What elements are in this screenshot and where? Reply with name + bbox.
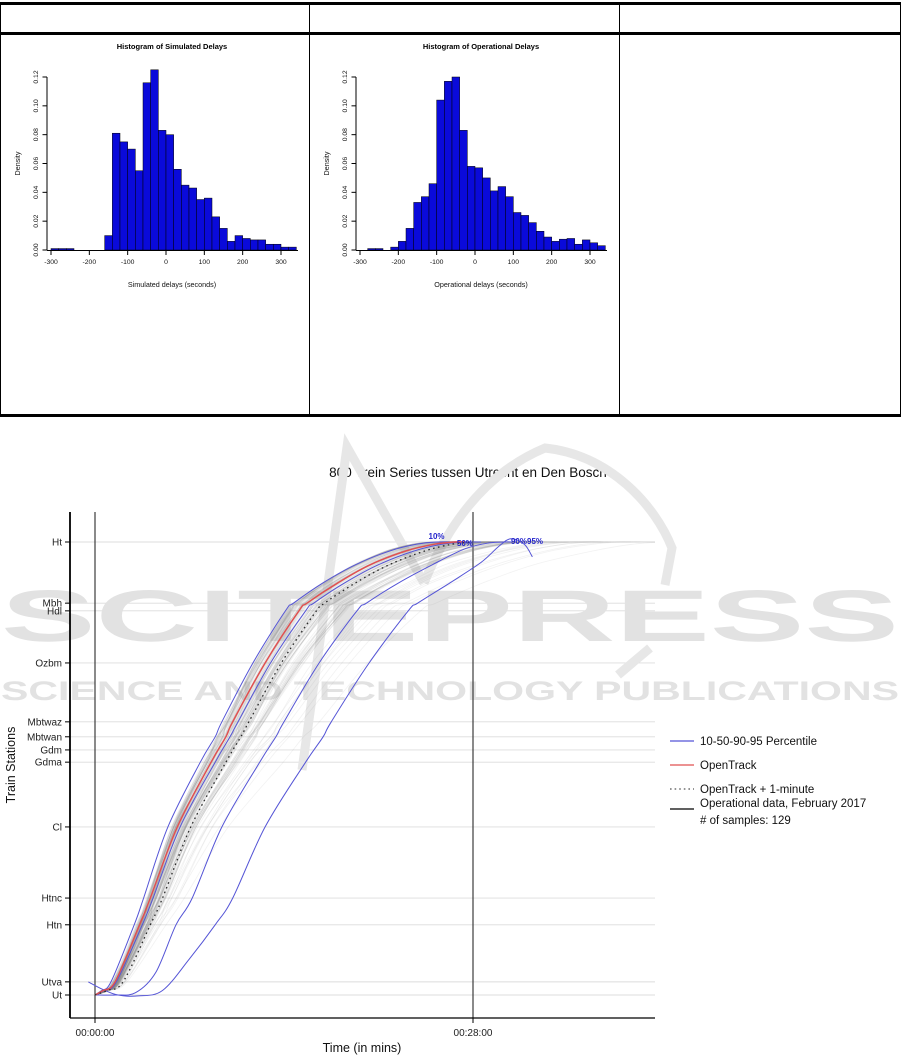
figure-cell-simulated: Histogram of Simulated Delays -300 -200 -10… bbox=[1, 35, 310, 414]
svg-text:0: 0 bbox=[164, 259, 168, 266]
train-series-chart: 800 Trein Series tussen Utrecht en Den B… bbox=[1, 433, 899, 1055]
svg-text:300: 300 bbox=[275, 259, 287, 266]
hist-tick-labels: -300 -200 -100 0 100 200 300 0.00 0.02 0.04 0.06 0.… bbox=[33, 70, 287, 266]
svg-text:10%: 10% bbox=[429, 532, 445, 541]
table-header-row bbox=[1, 5, 900, 35]
svg-text:0.02: 0.02 bbox=[33, 214, 40, 227]
curve-opentrack-plus-1min bbox=[94, 541, 474, 996]
svg-text:200: 200 bbox=[237, 259, 249, 266]
legend-label: OpenTrack + 1-minute bbox=[700, 784, 814, 796]
figure-cell-operational: Histogram of Operational Delays -300 -200-… bbox=[310, 35, 620, 414]
hist-title: Histogram of Operational Delays bbox=[423, 42, 539, 51]
svg-text:0.10: 0.10 bbox=[342, 99, 349, 112]
histogram-bars bbox=[367, 76, 606, 251]
watermark-line2: SCIENCE AND TECHNOLOGY PUBLICATIONS bbox=[1, 676, 899, 706]
svg-text:Ut: Ut bbox=[52, 991, 62, 1002]
svg-text:Htnc: Htnc bbox=[41, 894, 62, 905]
svg-text:50%: 50% bbox=[457, 539, 473, 548]
hist-ylabel: Density bbox=[13, 151, 22, 175]
hist-xlabel: Simulated delays (seconds) bbox=[128, 280, 216, 289]
svg-text:Gdma: Gdma bbox=[35, 758, 63, 769]
station-gridlines bbox=[70, 541, 655, 996]
table-header-cell-3 bbox=[620, 5, 900, 32]
hist-tick-labels: -300 -200 -100 0 100 200 300 0.00 0.02 0.04 0.06 0.… bbox=[342, 70, 596, 266]
empty-cell bbox=[620, 35, 900, 414]
svg-text:0.10: 0.10 bbox=[33, 99, 40, 112]
svg-text:0.08: 0.08 bbox=[342, 128, 349, 141]
curve-percentile-10 bbox=[94, 541, 474, 996]
svg-text:-100: -100 bbox=[121, 259, 135, 266]
svg-text:-100: -100 bbox=[430, 259, 444, 266]
scitepress-watermark: SCITEPRESS SCIENCE AND TECHNOLOGY PUBLICA… bbox=[1, 433, 899, 771]
svg-text:0.00: 0.00 bbox=[33, 243, 40, 256]
svg-text:0.04: 0.04 bbox=[33, 186, 40, 199]
chart-title: 800 Trein Series tussen Utrecht en Den B… bbox=[329, 465, 607, 480]
histogram-simulated-delays: Histogram of Simulated Delays -300 -200 -10… bbox=[13, 42, 298, 289]
svg-text:0.06: 0.06 bbox=[33, 157, 40, 170]
table-body-row: Histogram of Simulated Delays -300 -200 -10… bbox=[1, 35, 900, 414]
svg-text:300: 300 bbox=[584, 259, 596, 266]
svg-text:00:00:00: 00:00:00 bbox=[76, 1028, 115, 1039]
svg-text:00:28:00: 00:28:00 bbox=[454, 1028, 493, 1039]
svg-text:0.12: 0.12 bbox=[33, 70, 40, 83]
operational-sample-curves bbox=[94, 541, 655, 996]
svg-text:-300: -300 bbox=[353, 259, 367, 266]
time-tick-labels: 00:00:00 00:28:00 bbox=[76, 1028, 493, 1039]
watermark-swoosh-icon bbox=[297, 433, 677, 771]
chart-legend: 10-50-90-95 Percentile OpenTrack OpenTrack… bbox=[670, 736, 866, 827]
figure-table: Histogram of Simulated Delays -300 -200 -10… bbox=[0, 2, 901, 417]
svg-text:200: 200 bbox=[546, 259, 558, 266]
hist-title: Histogram of Simulated Delays bbox=[117, 42, 227, 51]
hist-ylabel: Density bbox=[322, 151, 331, 175]
hist-axes bbox=[42, 76, 298, 255]
legend-label: Operational data, February 2017 bbox=[700, 798, 866, 810]
hist-xlabel: Operational delays (seconds) bbox=[434, 280, 528, 289]
histogram-bars bbox=[50, 69, 297, 251]
svg-text:0: 0 bbox=[473, 259, 477, 266]
svg-text:-200: -200 bbox=[392, 259, 406, 266]
svg-text:0.08: 0.08 bbox=[33, 128, 40, 141]
percentile-and-model-curves bbox=[88, 538, 533, 997]
svg-text:Htn: Htn bbox=[46, 920, 62, 931]
svg-text:100: 100 bbox=[508, 259, 520, 266]
table-header-cell-1 bbox=[1, 5, 310, 32]
svg-text:0.12: 0.12 bbox=[342, 70, 349, 83]
svg-text:100: 100 bbox=[199, 259, 211, 266]
svg-text:-300: -300 bbox=[44, 259, 58, 266]
svg-text:0.00: 0.00 bbox=[342, 243, 349, 256]
svg-text:-200: -200 bbox=[83, 259, 97, 266]
legend-label: 10-50-90-95 Percentile bbox=[700, 736, 817, 748]
histogram-operational-delays: Histogram of Operational Delays-300 -200-… bbox=[322, 42, 607, 289]
legend-label: OpenTrack bbox=[700, 760, 757, 772]
svg-text:Utva: Utva bbox=[41, 977, 62, 988]
x-axis-label: Time (in mins) bbox=[323, 1041, 402, 1055]
y-axis-label: Train Stations bbox=[4, 727, 18, 804]
svg-text:Ht: Ht bbox=[52, 538, 62, 549]
curve-percentile-95 bbox=[88, 538, 533, 997]
svg-text:Cl: Cl bbox=[53, 822, 62, 833]
legend-sublabel: # of samples: 129 bbox=[700, 815, 791, 827]
svg-text:0.04: 0.04 bbox=[342, 186, 349, 199]
svg-text:Ozbm: Ozbm bbox=[35, 658, 62, 669]
svg-text:0.06: 0.06 bbox=[342, 157, 349, 170]
time-reference-lines bbox=[94, 512, 474, 1018]
hist-axes bbox=[351, 76, 607, 255]
curve-percentile-90 bbox=[94, 541, 513, 996]
percentile-labels: 10% 50% 90%95% bbox=[429, 532, 543, 548]
curve-percentile-50 bbox=[94, 541, 482, 996]
svg-text:Mbtwan: Mbtwan bbox=[27, 732, 62, 743]
watermark-line1: SCITEPRESS bbox=[1, 576, 899, 657]
curve-opentrack bbox=[94, 541, 465, 996]
svg-text:0.02: 0.02 bbox=[342, 214, 349, 227]
table-header-cell-2 bbox=[310, 5, 620, 32]
svg-text:Gdm: Gdm bbox=[40, 745, 62, 756]
svg-text:Mbh: Mbh bbox=[43, 599, 62, 610]
svg-text:Hdl: Hdl bbox=[47, 606, 62, 617]
svg-text:Mbtwaz: Mbtwaz bbox=[28, 717, 62, 728]
station-tick-labels: Ut Utva Htn Htnc Cl Gdma Gdm Mbtwan Mbtwaz Ozbm Hd… bbox=[27, 538, 62, 1002]
chart-axes bbox=[65, 512, 655, 1023]
svg-text:90%95%: 90%95% bbox=[511, 537, 543, 546]
